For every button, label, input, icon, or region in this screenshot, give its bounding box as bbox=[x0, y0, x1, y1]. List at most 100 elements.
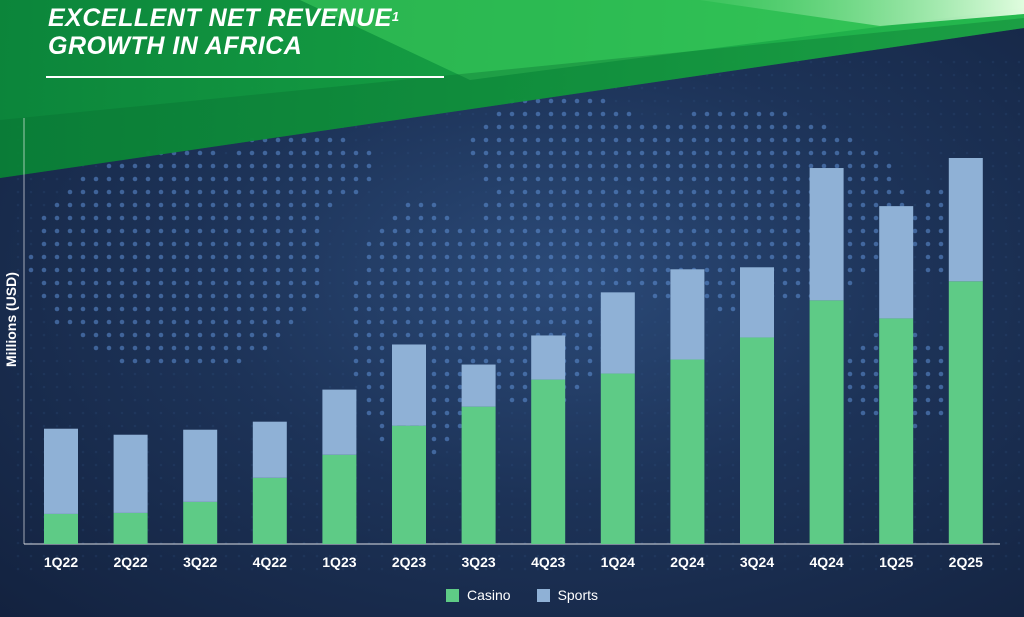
map-dot bbox=[197, 306, 203, 312]
map-dot bbox=[80, 332, 86, 338]
map-dot bbox=[509, 215, 515, 221]
map-dot bbox=[652, 215, 658, 221]
map-dot bbox=[887, 125, 891, 129]
map-dot bbox=[665, 202, 671, 208]
map-dot bbox=[302, 528, 306, 532]
map-dot bbox=[159, 567, 163, 571]
map-dot bbox=[522, 150, 528, 156]
map-dot bbox=[457, 267, 463, 273]
map-dot bbox=[158, 202, 164, 208]
map-dot bbox=[782, 254, 788, 260]
map-dot bbox=[159, 463, 163, 467]
map-dot bbox=[380, 567, 384, 571]
map-dot bbox=[1004, 307, 1008, 311]
map-dot bbox=[548, 176, 554, 182]
map-dot bbox=[483, 332, 489, 338]
map-dot bbox=[379, 267, 385, 273]
map-dot bbox=[939, 294, 943, 298]
map-dot bbox=[393, 164, 397, 168]
map-dot bbox=[691, 241, 697, 247]
map-dot bbox=[639, 176, 645, 182]
bar-sports-1q22 bbox=[44, 428, 78, 514]
map-dot bbox=[913, 528, 917, 532]
map-dot bbox=[392, 293, 398, 299]
map-dot bbox=[496, 384, 502, 390]
map-dot bbox=[575, 567, 579, 571]
map-dot bbox=[965, 138, 969, 142]
map-dot bbox=[938, 215, 944, 221]
x-tick-label: 1Q25 bbox=[879, 554, 913, 570]
map-dot bbox=[275, 150, 281, 156]
map-dot bbox=[158, 293, 164, 299]
map-dot bbox=[1017, 216, 1021, 220]
map-dot bbox=[666, 333, 670, 337]
map-dot bbox=[67, 280, 73, 286]
map-dot bbox=[224, 411, 228, 415]
map-dot bbox=[731, 437, 735, 441]
map-dot bbox=[184, 358, 190, 364]
map-dot bbox=[925, 384, 931, 390]
map-dot bbox=[874, 86, 878, 90]
map-dot bbox=[575, 398, 579, 402]
map-dot bbox=[626, 267, 632, 273]
map-dot bbox=[718, 502, 722, 506]
map-dot bbox=[405, 228, 411, 234]
map-dot bbox=[289, 346, 293, 350]
legend: Casino Sports bbox=[0, 587, 1024, 603]
map-dot bbox=[705, 424, 709, 428]
map-dot bbox=[730, 189, 736, 195]
map-dot bbox=[913, 177, 917, 181]
map-dot bbox=[289, 450, 293, 454]
map-dot bbox=[419, 138, 423, 142]
map-dot bbox=[379, 345, 385, 351]
map-dot bbox=[717, 150, 723, 156]
map-dot bbox=[172, 502, 176, 506]
map-dot bbox=[315, 476, 319, 480]
map-dot bbox=[444, 228, 450, 234]
map-dot bbox=[80, 215, 86, 221]
map-dot bbox=[925, 228, 931, 234]
map-dot bbox=[288, 267, 294, 273]
map-dot bbox=[94, 567, 98, 571]
map-dot bbox=[263, 411, 267, 415]
map-dot bbox=[652, 280, 658, 286]
map-dot bbox=[393, 203, 397, 207]
map-dot bbox=[991, 190, 995, 194]
map-dot bbox=[146, 567, 150, 571]
map-dot bbox=[159, 515, 163, 519]
map-dot bbox=[185, 554, 189, 558]
bar-casino-2q22 bbox=[113, 512, 148, 544]
map-dot bbox=[81, 515, 85, 519]
map-dot bbox=[913, 112, 917, 116]
map-dot bbox=[652, 228, 658, 234]
map-dot bbox=[29, 515, 33, 519]
map-dot bbox=[588, 385, 592, 389]
map-dot bbox=[107, 411, 111, 415]
map-dot bbox=[353, 319, 359, 325]
map-dot bbox=[172, 398, 176, 402]
map-dot bbox=[483, 163, 489, 169]
map-dot bbox=[912, 358, 918, 364]
map-dot bbox=[16, 294, 20, 298]
map-dot bbox=[639, 280, 645, 286]
map-dot bbox=[55, 333, 59, 337]
map-dot bbox=[184, 254, 190, 260]
map-dot bbox=[224, 398, 228, 402]
map-dot bbox=[458, 138, 462, 142]
map-dot bbox=[444, 254, 450, 260]
map-dot bbox=[523, 476, 527, 480]
map-dot bbox=[796, 86, 800, 90]
map-dot bbox=[874, 463, 878, 467]
map-dot bbox=[900, 151, 904, 155]
map-dot bbox=[769, 189, 775, 195]
map-dot bbox=[497, 437, 501, 441]
map-dot bbox=[783, 515, 787, 519]
map-dot bbox=[913, 151, 917, 155]
map-dot bbox=[16, 177, 20, 181]
map-dot bbox=[107, 515, 111, 519]
map-dot bbox=[94, 359, 98, 363]
map-dot bbox=[848, 294, 852, 298]
map-dot bbox=[705, 372, 709, 376]
map-dot bbox=[900, 86, 904, 90]
map-dot bbox=[1004, 229, 1008, 233]
